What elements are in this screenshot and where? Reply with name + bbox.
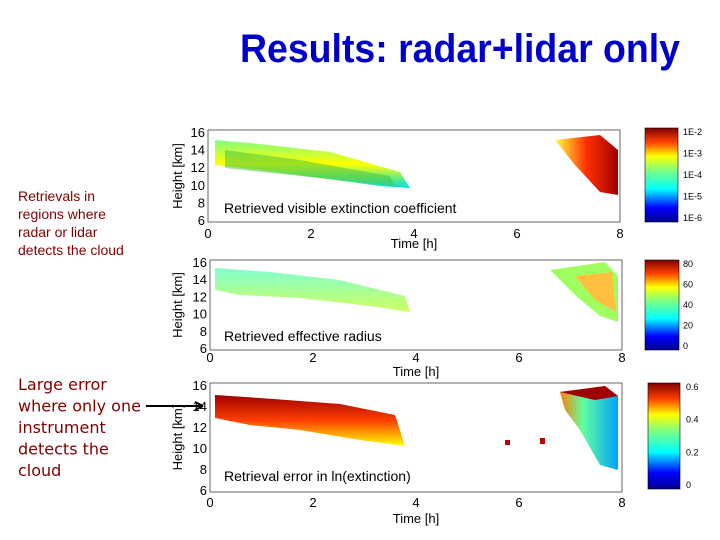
x-tick-label: 2: [309, 495, 316, 510]
y-tick-label: 16: [193, 378, 207, 393]
x-tick-label: 0: [206, 495, 213, 510]
panel-caption: Retrieved effective radius: [224, 328, 382, 344]
y-tick-label: 14: [193, 272, 207, 287]
x-tick-label: 0: [206, 350, 213, 365]
colorbar-label: 80: [683, 259, 693, 269]
colorbar-label: 1E-5: [683, 192, 702, 202]
colorbar-label: 60: [683, 280, 693, 290]
y-axis-label: Height [km]: [170, 405, 185, 471]
x-tick-label: 4: [412, 350, 419, 365]
y-tick-label: 6: [200, 341, 207, 356]
colorbar-label: 40: [683, 300, 693, 310]
y-tick-label: 16: [191, 125, 205, 140]
note-line: instrument: [18, 418, 106, 437]
colorbar-label: 0.4: [686, 415, 699, 425]
colorbar-label: 1E-2: [683, 127, 702, 137]
x-tick-label: 2: [309, 350, 316, 365]
x-tick-label: 6: [515, 350, 522, 365]
y-tick-label: 8: [200, 324, 207, 339]
colorbar-label: 0: [683, 341, 688, 351]
x-tick-label: 6: [513, 226, 520, 241]
y-axis-label: Height [km]: [170, 272, 185, 338]
note-line: cloud: [18, 461, 61, 480]
arrow: [146, 401, 204, 411]
note-line: detects the: [18, 440, 109, 459]
y-tick-label: 6: [200, 483, 207, 498]
y-tick-label: 6: [198, 213, 205, 228]
note-line: regions where: [18, 206, 106, 222]
colorbar-label: 20: [683, 321, 693, 331]
note-line: Large error: [18, 375, 107, 394]
colorbar: [644, 259, 680, 351]
x-tick-label: 6: [515, 495, 522, 510]
note-line: Retrievals in: [18, 188, 95, 204]
x-axis-label: Time [h]: [393, 364, 439, 379]
colorbar: [647, 382, 681, 490]
x-tick-label: 8: [616, 226, 623, 241]
note-line: where only one: [18, 397, 141, 416]
plot-frame: [207, 129, 621, 223]
y-tick-label: 14: [191, 143, 205, 158]
y-tick-label: 12: [193, 289, 207, 304]
colorbar-label: 1E-3: [683, 149, 702, 159]
colorbar-label: 1E-4: [683, 170, 702, 180]
panel-caption: Retrieval error in ln(extinction): [224, 468, 411, 484]
note-line: detects the cloud: [18, 242, 124, 258]
note-line: radar or lidar: [18, 224, 98, 240]
panel-image: [215, 386, 618, 470]
y-tick-label: 10: [191, 178, 205, 193]
colorbar: [644, 127, 679, 223]
plot-frame: [209, 382, 623, 493]
y-tick-label: 10: [193, 307, 207, 322]
y-tick-label: 8: [200, 462, 207, 477]
x-tick-label: 4: [412, 495, 419, 510]
x-tick-label: 8: [618, 350, 625, 365]
y-tick-label: 14: [193, 399, 207, 414]
x-tick-label: 4: [410, 226, 417, 241]
y-tick-label: 8: [198, 195, 205, 210]
colorbar-label: 0.6: [686, 382, 699, 392]
x-tick-label: 2: [307, 226, 314, 241]
x-tick-label: 8: [618, 495, 625, 510]
y-tick-label: 12: [193, 420, 207, 435]
x-tick-label: 0: [204, 226, 211, 241]
plot-frame: [209, 259, 623, 351]
panel-caption: Retrieved visible extinction coefficient: [224, 200, 457, 216]
y-axis-label: Height [km]: [170, 143, 185, 209]
colorbar-label: 0: [686, 480, 691, 490]
x-axis-label: Time [h]: [393, 511, 439, 526]
panel-image: [215, 262, 618, 322]
x-axis-label: Time [h]: [391, 236, 437, 251]
panel-image: [215, 135, 618, 195]
y-tick-label: 12: [191, 160, 205, 175]
y-tick-label: 10: [193, 441, 207, 456]
y-tick-label: 16: [193, 255, 207, 270]
colorbar-label: 1E-6: [683, 213, 702, 223]
colorbar-label: 0.2: [686, 447, 699, 457]
slide-title: Results: radar+lidar only: [240, 27, 681, 71]
